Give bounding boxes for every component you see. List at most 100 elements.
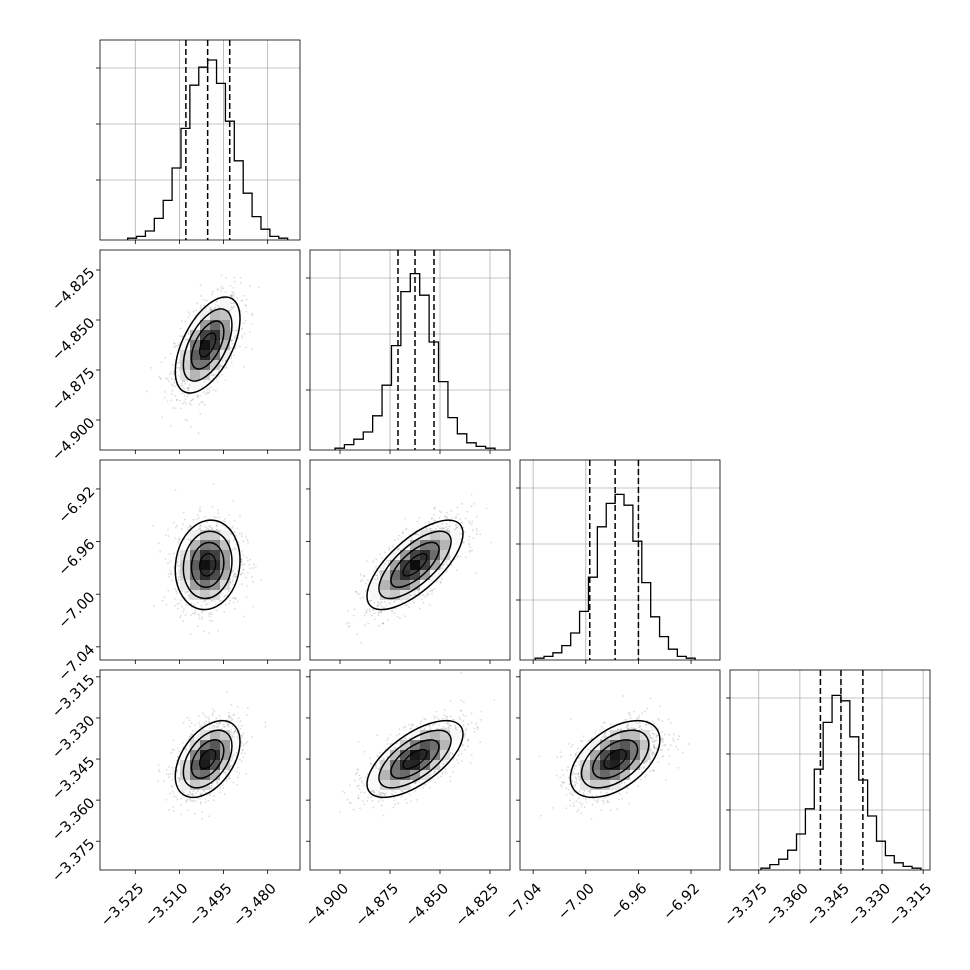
sample-point [396,616,399,618]
sample-point [230,305,233,308]
sample-point [184,398,187,401]
sample-point [216,288,219,291]
sample-point [230,357,233,360]
sample-point [250,322,253,325]
sample-point [416,533,418,536]
sample-point [389,602,392,605]
sample-point [168,575,170,578]
sample-point [187,388,190,391]
sample-point [176,770,179,773]
density-cell [200,360,210,370]
sample-point [171,389,174,392]
sample-point [196,790,199,792]
sample-point [245,310,248,313]
sample-point [410,537,413,539]
sample-point [178,341,181,344]
sample-point [168,380,170,383]
sample-point [219,791,222,794]
sample-point [168,776,171,778]
sample-point [424,595,427,598]
sample-point [188,719,191,722]
sample-point [426,528,429,530]
sample-point [215,609,218,612]
sample-point [164,534,167,536]
sample-point [181,392,184,395]
sample-point [228,716,230,719]
sample-point [388,546,391,549]
sample-point [173,521,176,524]
sample-point [199,524,202,527]
sample-point [171,748,174,751]
sample-point [222,297,225,300]
sample-point [198,615,201,617]
sample-point [211,526,213,529]
sample-point [471,520,474,523]
sample-point [391,609,393,612]
sample-point [197,613,200,616]
sample-point [404,517,406,520]
sample-point [417,534,420,536]
sample-point [517,511,519,513]
density-cell [200,370,210,380]
sample-point [187,526,190,529]
sample-point [439,580,442,583]
sample-point [379,603,382,606]
sample-point [164,391,166,393]
sample-point [180,813,183,816]
sample-point [187,538,190,541]
sample-point [471,549,474,552]
sample-point [466,510,469,513]
sample-point [202,391,205,393]
sample-point [356,633,358,636]
sample-point [232,781,235,784]
sample-point [208,379,211,382]
sample-point [476,530,479,532]
sample-point [239,727,242,730]
sample-point [355,590,358,593]
sample-point [404,528,407,531]
sample-point [231,735,234,737]
sample-point [204,723,206,726]
sample-point [232,330,235,332]
sample-point [200,524,202,527]
sample-point [239,345,241,348]
sample-point [215,525,218,528]
sample-point [210,787,213,790]
contour-line [390,541,440,588]
sample-point [386,559,388,562]
sample-point [243,752,246,755]
density-cell [190,350,200,360]
sample-point [245,556,248,559]
density-cell [410,560,420,570]
density-cell [220,350,230,360]
sample-point [197,715,200,717]
density-cell [400,580,410,590]
sample-point [456,556,459,559]
sample-point [190,733,193,735]
density-cell [420,550,430,560]
sample-point [442,527,444,529]
sample-point [189,633,192,636]
sample-point [248,331,251,333]
sample-point [233,276,235,279]
sample-point [171,778,174,781]
sample-point [225,277,228,279]
sample-point [187,311,190,313]
sample-point [178,537,181,539]
sample-point [172,373,175,376]
sample-point [189,735,192,738]
sample-point [202,601,205,603]
sample-point [241,742,243,744]
sample-point [213,794,216,797]
panel-1-0 [99,249,301,451]
sample-point [231,757,234,760]
sample-point [234,576,237,578]
sample-point [169,372,172,375]
sample-point [470,493,473,496]
sample-point [181,741,184,744]
sample-point [441,564,444,567]
sample-point [460,521,463,524]
sample-point [201,618,203,621]
sample-point [214,389,217,392]
sample-point [445,516,448,519]
